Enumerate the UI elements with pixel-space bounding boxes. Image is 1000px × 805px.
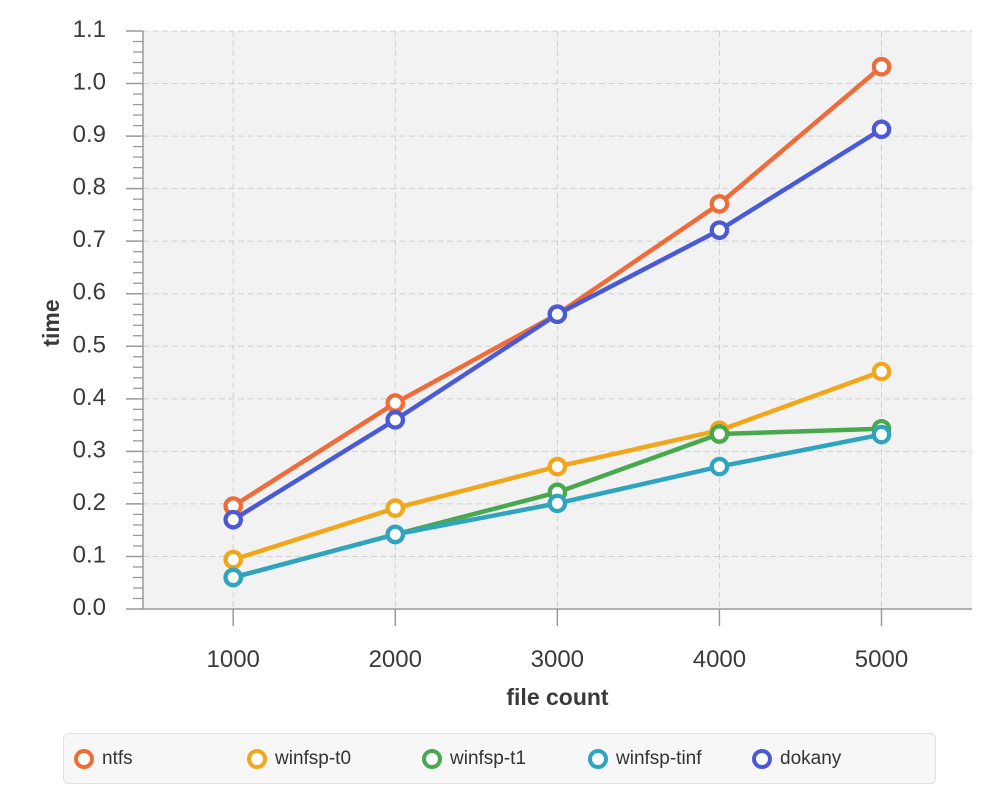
svg-text:1000: 1000: [207, 646, 260, 673]
svg-text:1.1: 1.1: [73, 16, 106, 43]
svg-text:0.9: 0.9: [73, 121, 106, 148]
svg-text:0.3: 0.3: [73, 436, 106, 463]
svg-text:0.7: 0.7: [73, 226, 106, 253]
svg-text:0.0: 0.0: [73, 594, 106, 621]
svg-text:5000: 5000: [855, 646, 908, 673]
svg-text:file count: file count: [506, 684, 609, 710]
svg-text:0.8: 0.8: [73, 174, 106, 201]
svg-text:1.0: 1.0: [73, 69, 106, 96]
svg-text:0.1: 0.1: [73, 541, 106, 568]
svg-text:time: time: [38, 299, 64, 346]
svg-text:3000: 3000: [531, 646, 584, 673]
svg-text:2000: 2000: [369, 646, 422, 673]
svg-text:4000: 4000: [693, 646, 746, 673]
svg-text:0.6: 0.6: [73, 279, 106, 306]
svg-text:0.2: 0.2: [73, 489, 106, 516]
svg-text:0.5: 0.5: [73, 331, 106, 358]
svg-text:0.4: 0.4: [73, 384, 106, 411]
